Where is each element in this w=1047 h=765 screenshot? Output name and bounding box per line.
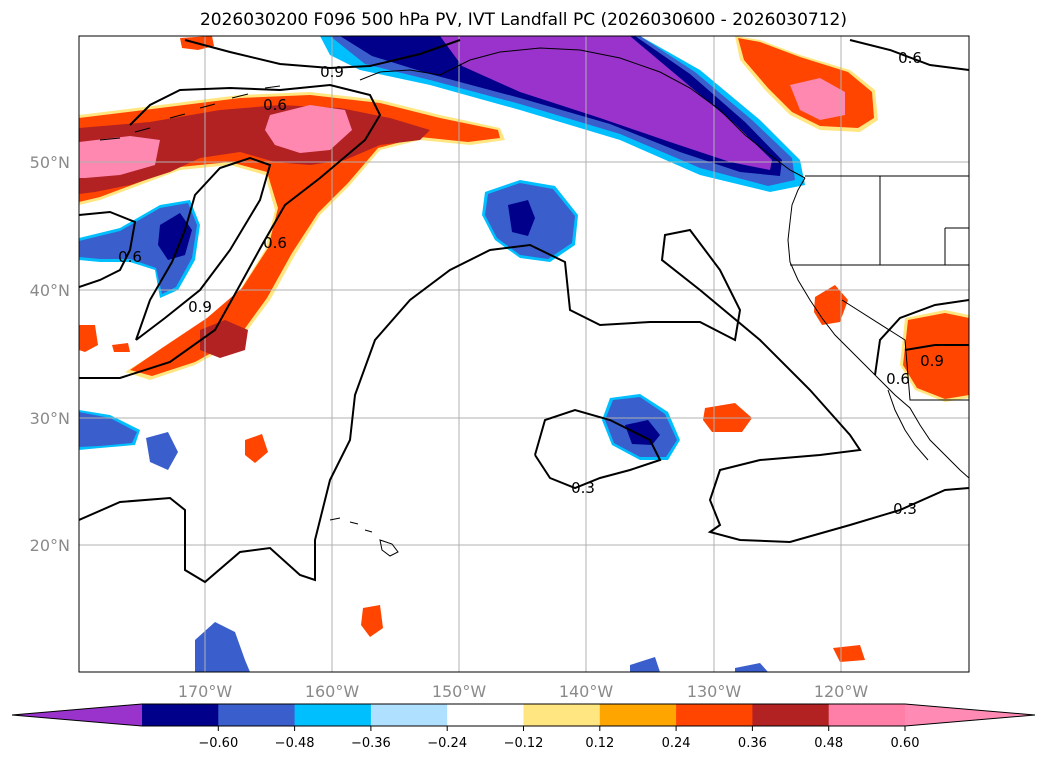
lon-label: 120°W — [814, 682, 869, 701]
positive-blob-california — [814, 285, 848, 325]
contour-label: 0.6 — [118, 248, 142, 266]
colorbar-tick-label: −0.24 — [427, 736, 467, 751]
colorbar-segment — [752, 704, 830, 726]
colorbar-tick-label: 0.24 — [662, 736, 691, 751]
colorbar-segment — [218, 704, 296, 726]
coastlines — [99, 47, 969, 557]
contour-label: 0.9 — [920, 352, 944, 370]
map-frame — [78, 35, 970, 673]
map-title: 2026030200 F096 500 hPa PV, IVT Landfall… — [199, 10, 847, 30]
negative-blob-bottom-center — [630, 657, 660, 672]
positive-blob-west-edge — [79, 325, 98, 352]
colorbar-tick-label: −0.48 — [275, 736, 315, 751]
contour-label: 0.6 — [886, 370, 910, 388]
colorbar-segment — [523, 704, 601, 726]
colorbar: −0.60 −0.48 −0.36 −0.24 −0.12 0.12 0.24 0.36 0.4… — [11, 703, 1036, 751]
contour-label: 0.6 — [263, 234, 287, 252]
positive-anomaly-canada — [735, 36, 878, 132]
contour-label: 0.6 — [898, 49, 922, 67]
colorbar-tick-label: 0.60 — [891, 736, 920, 751]
colorbar-segment — [447, 704, 524, 726]
ivt-contours — [79, 39, 969, 584]
colorbar-extend-min — [12, 704, 142, 726]
negative-blob-bottom-left — [195, 622, 250, 672]
lon-label: 150°W — [432, 682, 487, 701]
lon-label: 160°W — [305, 682, 360, 701]
colorbar-outline — [11, 703, 1036, 727]
positive-blob-central-west — [245, 434, 268, 463]
colorbar-tick-label: −0.12 — [504, 736, 544, 751]
contour-label: 0.3 — [893, 500, 917, 518]
lon-label: 130°W — [687, 682, 742, 701]
positive-blob-small-west — [112, 343, 130, 352]
colorbar-segment — [599, 704, 677, 726]
positive-anomaly-west-band — [79, 92, 505, 380]
graticule — [79, 36, 969, 672]
lon-label: 140°W — [559, 682, 614, 701]
negative-anomaly-central — [482, 180, 578, 262]
lat-label: 40°N — [30, 281, 70, 300]
negative-anomaly-gulf-of-alaska — [320, 36, 805, 192]
colorbar-extend-max — [905, 704, 1035, 726]
negative-anomaly-south — [602, 394, 680, 460]
contour-labels: 0.9 0.6 0.6 0.6 0.9 0.6 0.9 0.6 0.3 0.3 — [118, 49, 944, 518]
lat-label: 30°N — [30, 409, 70, 428]
colorbar-segment — [370, 704, 448, 726]
negative-blob-bottom-right — [735, 663, 768, 672]
longitude-labels: 170°W 160°W 150°W 140°W 130°W 120°W — [178, 682, 869, 701]
colorbar-segment — [142, 704, 219, 726]
lon-label: 170°W — [178, 682, 233, 701]
negative-anomaly-southwest — [79, 410, 178, 470]
colorbar-segment — [294, 704, 372, 726]
colorbar-tick-label: −0.60 — [198, 736, 238, 751]
lat-label: 50°N — [30, 153, 70, 172]
contour-label: 0.9 — [320, 63, 344, 81]
colorbar-tick-label: 0.48 — [814, 736, 843, 751]
colorbar-segment — [676, 704, 753, 726]
contour-label: 0.9 — [188, 298, 212, 316]
contour-label: 0.3 — [571, 479, 595, 497]
positive-blob-south — [361, 605, 383, 637]
colorbar-tick-label: 0.12 — [585, 736, 614, 751]
contour-label: 0.6 — [263, 96, 287, 114]
positive-anomaly-southwest-us — [900, 310, 969, 402]
colorbar-tick-label: −0.36 — [351, 736, 391, 751]
lat-label: 20°N — [30, 536, 70, 555]
colorbar-segment — [828, 704, 906, 726]
latitude-labels: 50°N 40°N 30°N 20°N — [30, 153, 70, 555]
colorbar-tick-label: 0.36 — [738, 736, 767, 751]
